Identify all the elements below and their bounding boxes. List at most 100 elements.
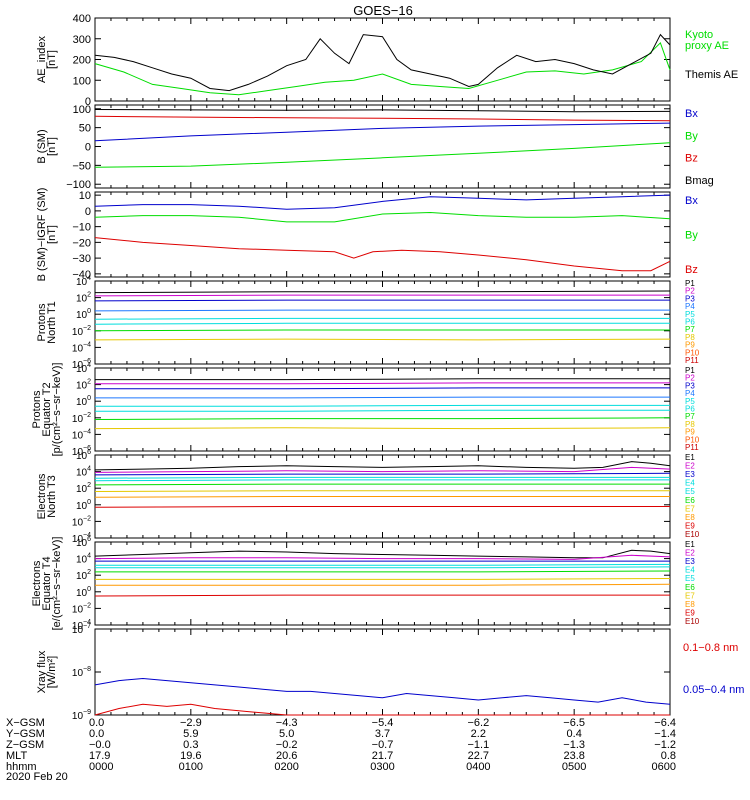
legend-entry: Kyoto proxy AE bbox=[685, 29, 729, 52]
orbit-cell: −1.4 bbox=[654, 728, 676, 740]
series-line bbox=[94, 417, 671, 420]
legend-entry: P8 bbox=[685, 420, 695, 429]
legend-entry: P2 bbox=[685, 374, 695, 383]
series-line bbox=[94, 122, 671, 142]
orbit-cell: −0.2 bbox=[276, 739, 298, 751]
orbit-cell: 3.7 bbox=[375, 728, 390, 740]
orbit-cell: −4.3 bbox=[276, 717, 298, 729]
legend-entry: P11 bbox=[685, 443, 699, 452]
y-tick-label: 10−8 bbox=[72, 666, 91, 679]
panel-frame bbox=[94, 367, 671, 452]
orbit-row-label: Z−GSM bbox=[6, 739, 44, 751]
legend-entry: P10 bbox=[685, 348, 700, 357]
legend-entry: P4 bbox=[685, 389, 695, 398]
orbit-cell: 0600 bbox=[652, 761, 676, 773]
y-tick-label: 104 bbox=[76, 553, 91, 566]
legend-entry: E9 bbox=[685, 608, 695, 617]
y-tick-label: 100 bbox=[76, 395, 91, 408]
orbit-cell: 0300 bbox=[370, 761, 394, 773]
series-line bbox=[94, 476, 670, 479]
series-line bbox=[94, 506, 670, 508]
y-tick-label: 300 bbox=[73, 34, 91, 46]
series-line bbox=[95, 409, 670, 412]
series-line bbox=[95, 570, 671, 573]
y-tick-label: 10−4 bbox=[72, 428, 91, 441]
y-tick-label: 10−7 bbox=[72, 623, 91, 636]
y-tick-label: 10−2 bbox=[72, 325, 91, 338]
orbit-cell: 2.2 bbox=[471, 728, 486, 740]
orbit-cell: 0400 bbox=[466, 761, 490, 773]
orbit-cell: −6.2 bbox=[467, 717, 489, 729]
series-line bbox=[94, 554, 671, 560]
y-tick-label: 10−2 bbox=[72, 515, 91, 528]
y-tick-label: 10−2 bbox=[72, 412, 91, 425]
legend-entry: P6 bbox=[685, 405, 695, 414]
y-tick-label: 104 bbox=[76, 362, 91, 375]
legend-entry: 0.05−0.4 nm bbox=[683, 684, 744, 696]
series-line bbox=[94, 594, 670, 597]
series-line bbox=[95, 387, 670, 390]
orbit-cell: 0.4 bbox=[567, 728, 582, 740]
legend-entry: Themis AE bbox=[685, 69, 738, 81]
orbit-row-label: Y−GSM bbox=[6, 728, 45, 740]
series-line bbox=[95, 404, 670, 407]
legend-entry: E7 bbox=[685, 504, 695, 513]
orbit-row-label: hhmm bbox=[6, 761, 37, 773]
legend-entry: By bbox=[685, 130, 698, 142]
legend-entry: P9 bbox=[685, 341, 695, 350]
y-tick-label: 102 bbox=[76, 292, 91, 305]
series-line bbox=[94, 115, 671, 122]
y-axis-label: ElectronsEquator T4[e/(cm²−s−sr−keV)] bbox=[31, 537, 63, 631]
legend-entry: P4 bbox=[685, 302, 695, 311]
legend-entry: E2 bbox=[685, 462, 695, 471]
orbit-cell: 17.9 bbox=[89, 750, 110, 762]
series-line bbox=[95, 566, 671, 569]
y-tick-label: 0 bbox=[85, 96, 91, 108]
y-tick-label: 400 bbox=[73, 13, 91, 25]
y-axis-label: AE_index[nT] bbox=[36, 35, 58, 83]
y-tick-label: 200 bbox=[73, 55, 91, 67]
orbit-cell: −6.4 bbox=[654, 717, 676, 729]
y-axis-label: B (SM)[nT] bbox=[36, 129, 58, 163]
orbit-cell: −0.0 bbox=[89, 739, 111, 751]
legend-entry: P7 bbox=[685, 325, 695, 334]
y-tick-label: −10 bbox=[72, 222, 91, 234]
y-tick-label: −50 bbox=[72, 160, 91, 172]
y-tick-label: 100 bbox=[76, 586, 91, 599]
series-line bbox=[95, 382, 670, 385]
series-line bbox=[94, 41, 671, 96]
legend-entry: Bz bbox=[685, 264, 698, 276]
series-line bbox=[94, 290, 671, 294]
panel-frame bbox=[94, 280, 671, 365]
series-line bbox=[94, 299, 670, 302]
orbit-cell: −1.2 bbox=[654, 739, 676, 751]
y-axis-label: ProtonsNorth T1 bbox=[36, 301, 58, 344]
series-line bbox=[94, 109, 671, 113]
legend-entry: Bz bbox=[685, 153, 698, 165]
series-line bbox=[94, 142, 671, 168]
orbit-cell: −1.1 bbox=[467, 739, 489, 751]
orbit-cell: 21.7 bbox=[372, 750, 393, 762]
series-line bbox=[94, 427, 671, 430]
orbit-cell: 0200 bbox=[274, 761, 298, 773]
y-axis-label: ElectronsNorth T3 bbox=[36, 473, 58, 519]
series-line bbox=[94, 483, 670, 486]
y-tick-label: 50 bbox=[79, 123, 91, 135]
legend-entry: Bx bbox=[685, 108, 698, 120]
legend-entry: E8 bbox=[685, 600, 695, 609]
panel-2: −40 −30 −20 −10 0 10 B (SM)−IGRF (SM)[nT] Bx By B… bbox=[36, 188, 698, 282]
series-line bbox=[94, 211, 671, 223]
orbit-cell: 0.8 bbox=[661, 750, 676, 762]
legend-entry: E1 bbox=[685, 453, 695, 462]
series-line bbox=[95, 583, 671, 586]
y-tick-label: 0 bbox=[85, 142, 91, 154]
series-line bbox=[94, 237, 671, 272]
orbit-cell: −5.4 bbox=[372, 717, 394, 729]
y-tick-label: 104 bbox=[76, 275, 91, 288]
series-line bbox=[94, 461, 671, 471]
legend-entry: 0.1−0.8 nm bbox=[683, 642, 738, 654]
legend-entry: P3 bbox=[685, 381, 695, 390]
